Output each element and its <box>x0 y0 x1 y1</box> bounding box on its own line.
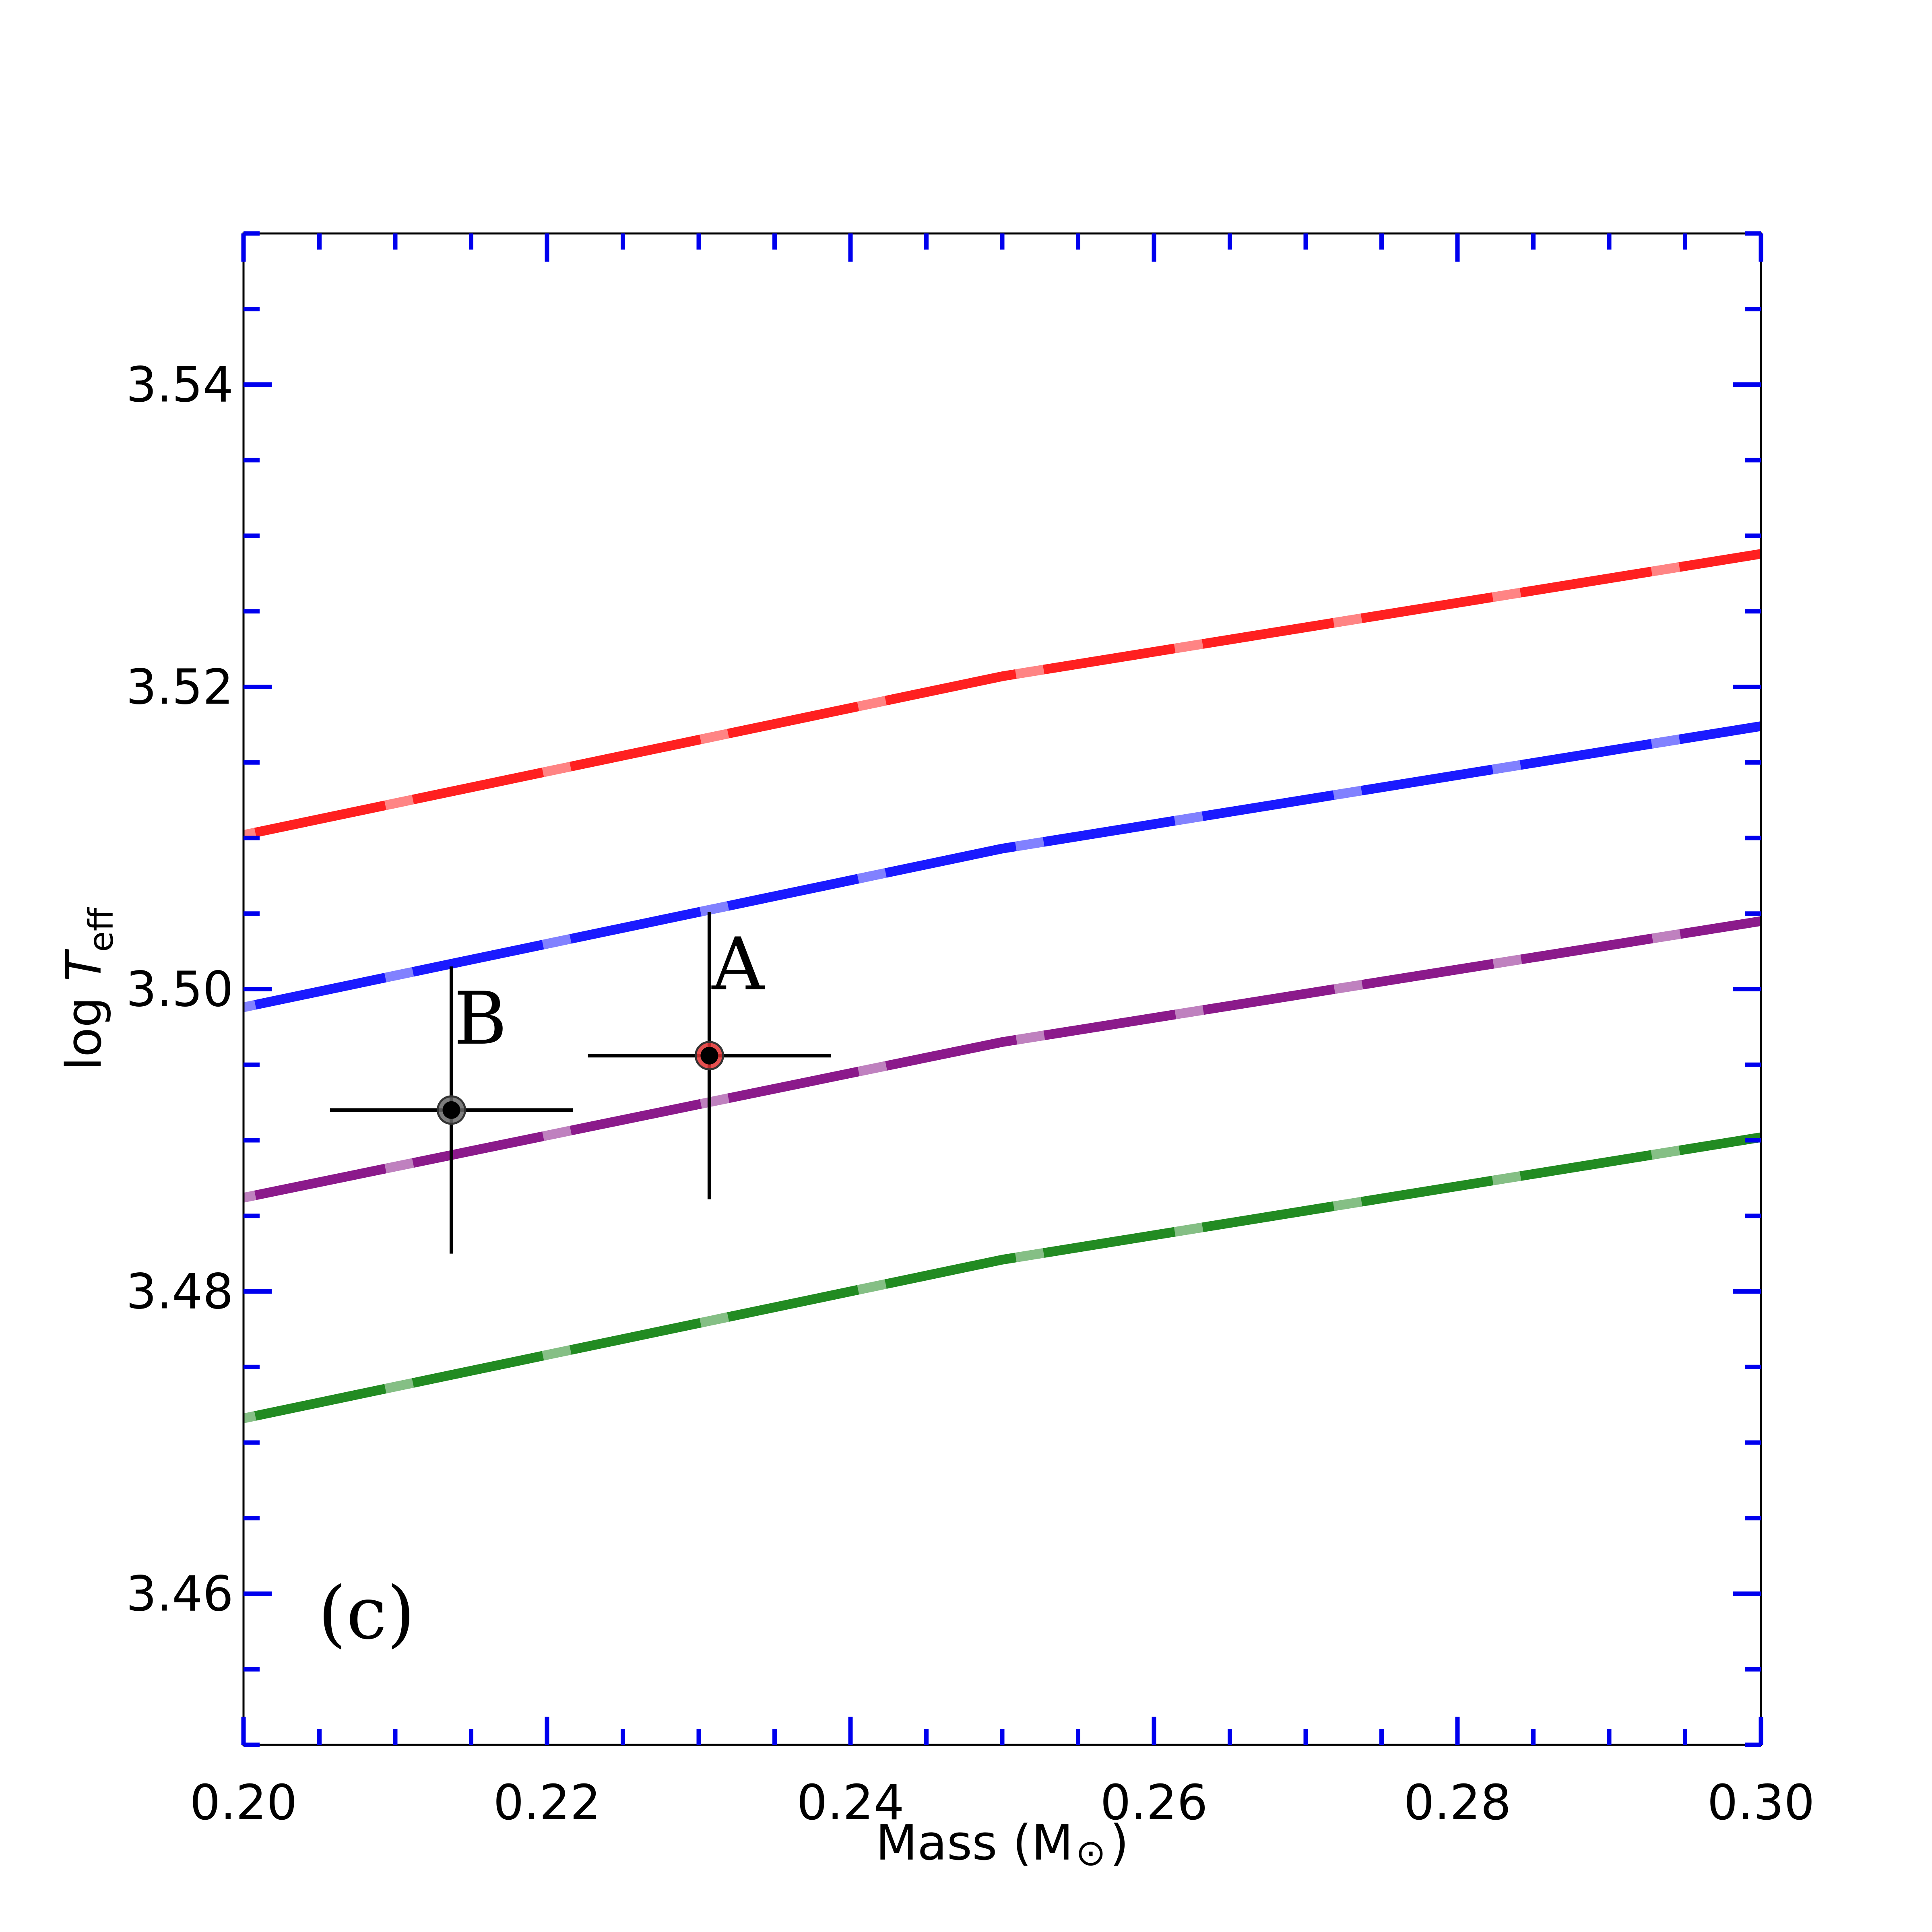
series-line-3-stripes <box>242 916 1762 1203</box>
x-tick-label-4: 0.28 <box>1404 1775 1511 1831</box>
series-line-2 <box>242 721 1762 1012</box>
ticks-layer <box>241 231 1763 1747</box>
point-b-marker <box>442 1101 460 1119</box>
series-line-3 <box>242 916 1762 1203</box>
y-axis-label-var: T <box>56 948 112 981</box>
point-a-marker <box>700 1046 718 1065</box>
x-tick-label-5: 0.30 <box>1707 1775 1814 1831</box>
y-tick-label-4: 3.54 <box>126 357 233 413</box>
series-layer <box>242 549 1762 1423</box>
x-axis-label-text: Mass (M <box>876 1815 1073 1871</box>
y-tick-label-2: 3.50 <box>126 962 233 1018</box>
y-axis-label-prefix: log <box>56 981 112 1070</box>
labels-layer: 0.20 0.22 0.24 0.26 0.28 0.30 3.46 3.48 3.50 3.52… <box>126 357 1815 1831</box>
y-tick-label-0: 3.46 <box>126 1567 233 1622</box>
y-tick-label-1: 3.48 <box>126 1264 233 1320</box>
y-tick-label-3: 3.52 <box>126 660 233 716</box>
x-axis-label-close: ) <box>1110 1815 1129 1871</box>
x-axis-label: Mass (M⊙) <box>876 1815 1129 1874</box>
series-line-4-stripes <box>242 1132 1762 1423</box>
series-line-4 <box>242 1132 1762 1423</box>
points-layer: AB <box>330 912 831 1254</box>
series-line-1 <box>242 549 1762 840</box>
series-line-2-stripes <box>242 721 1762 1012</box>
y-axis-label-sub: eff <box>81 907 121 952</box>
panel-label: (c) <box>318 1571 415 1655</box>
x-axis-sun-symbol: ⊙ <box>1075 1832 1106 1874</box>
x-tick-label-3: 0.26 <box>1100 1775 1208 1831</box>
x-tick-label-2: 0.24 <box>797 1775 904 1831</box>
point-b-label: B <box>454 977 507 1061</box>
y-axis-label: log Teff <box>56 907 121 1070</box>
x-tick-label-0: 0.20 <box>190 1775 297 1831</box>
series-line-1-stripes <box>242 549 1762 840</box>
x-tick-label-1: 0.22 <box>493 1775 601 1831</box>
point-a-label: A <box>711 923 765 1007</box>
